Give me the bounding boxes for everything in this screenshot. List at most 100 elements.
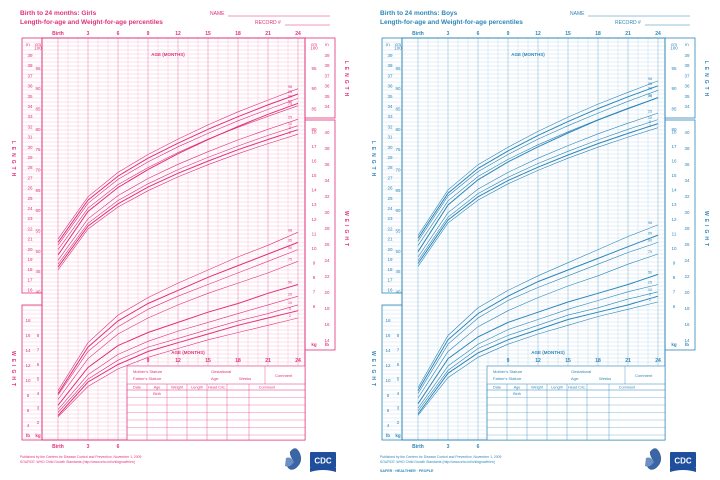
cm-tick: 55 [35,229,41,234]
side-label-length-right: LENGTH [343,61,349,100]
length-series-label: 10 [648,116,652,120]
lb-right-tick: 24 [684,258,690,263]
kg-left-tick: 2 [37,420,40,425]
inch-tick: 19 [387,257,393,262]
lower-age-tick: 18 [595,358,601,364]
form-header-length: Length [191,386,203,390]
cm-tick: 65 [395,188,401,193]
girls-growth-chart: Birth to 24 months: Girls Length-for-age … [10,10,349,472]
lb-right-tick: 30 [324,210,330,215]
top-age-axis-label: AGE (MONTHS) [511,52,545,57]
cm-tick: 80 [35,127,41,132]
cm-tick: 55 [395,229,401,234]
kg-right-tick: 9 [313,260,316,265]
lb-right-tick: 40 [684,130,690,135]
inch-right-tick: 39 [324,53,330,58]
chart-title: Birth to 24 months: Boys [380,10,458,17]
weight-series-line [417,295,659,415]
top-age-axis-label: AGE (MONTHS) [151,52,185,57]
lb-right-tick: 24 [324,258,330,263]
top-age-tick: 3 [87,31,90,37]
left-lb-scale-frame [21,304,43,441]
top-age-tick: 24 [655,31,661,37]
lb-right-tick: 16 [684,322,690,327]
form-gestational: Gestational [211,369,231,374]
bottom-age-tick: Birth [412,444,424,450]
cdc-logo-icon: CDC [670,452,696,472]
length-series-label: 2 [649,124,651,128]
inch-tick: 23 [387,216,393,221]
inch-right-tick: 35 [324,94,330,99]
kg-right-tick: 17 [311,144,317,149]
weight-series-label: 5 [289,307,291,311]
weight-series-line [57,295,299,410]
chart-subtitle: Length-for-age and Weight-for-age percen… [20,19,163,26]
kg-right-tick: 10 [671,246,677,251]
unit-cm-top: cm [35,42,41,47]
inch-tick: 19 [27,257,33,262]
inch-right-tick: 37 [324,73,330,78]
lower-age-tick: 18 [235,358,241,364]
kg-left-tick: 8 [37,333,40,338]
top-age-tick: 12 [535,31,541,37]
lower-age-tick: 12 [175,358,181,364]
form-weeks: Weeks [599,376,611,381]
cm-tick: 85 [395,107,401,112]
cdc-logo-box [310,452,336,468]
right-length-scale-frame [304,37,336,119]
inch-tick: 26 [27,186,33,191]
chart-title: Birth to 24 months: Girls [20,10,97,17]
cdc-logo-box [670,452,696,468]
side-label-weight-left: WEIGHT [10,351,16,389]
length-series-label: 5 [289,126,291,130]
lower-age-tick: 15 [205,358,211,364]
inch-tick: 18 [387,267,393,272]
lb-right-tick: 34 [684,178,690,183]
form-header-date: Date [133,386,141,390]
length-series-label: 90 [648,86,652,90]
lb-right-tick: 38 [324,146,330,151]
inch-tick: 32 [387,124,393,129]
kg-right-tick: 16 [671,159,677,164]
kg-right-tick: 13 [671,202,677,207]
lb-right-tick: 28 [324,226,330,231]
length-series-label: 50 [648,94,652,98]
length-series-line [417,97,659,252]
kg-right-tick: 12 [671,217,677,222]
kg-right-tick: 11 [312,231,317,236]
side-label-length-left: LENGTH [370,141,376,180]
form-header-date: Date [493,386,501,390]
lb-right-tick: 32 [684,194,690,199]
cm-tick: 100 [34,46,42,51]
length-series-label: 25 [288,115,292,119]
unit-lb-right: lb [685,342,689,347]
cm-tick: 60 [395,208,401,213]
length-series-label: 2 [289,130,291,134]
cdc-logo-text: CDC [314,457,332,466]
top-age-tick: 18 [235,31,241,37]
unit-cm-top: cm [395,42,401,47]
hhs-logo-shape [645,457,654,467]
cm-tick: 70 [35,168,41,173]
kg-left-tick: 3 [37,406,40,411]
side-label-weight-right: WEIGHT [343,211,349,249]
kg-right-tick: 9 [673,260,676,265]
lb-left-tick: 8 [27,393,30,398]
weight-series-line [417,284,659,409]
kg-right-tick: 8 [313,275,316,280]
top-age-tick: 3 [447,31,450,37]
inch-right-tick: 38 [324,63,330,68]
girls-growth-chart-sheet: Birth to 24 months: Girls Length-for-age … [10,10,349,472]
inch-tick: 39 [27,53,33,58]
cm-tick: 90 [395,86,401,91]
cm-tick: 75 [395,147,401,152]
inch-tick: 22 [387,226,393,231]
weight-series-label: 75 [288,257,292,261]
kg-left-tick: 5 [397,377,400,382]
kg-left-tick: 5 [37,377,40,382]
unit-cm-right: cm [671,42,677,47]
side-label-weight-right: WEIGHT [703,211,709,249]
top-age-tick: 12 [175,31,181,37]
kg-right-tick: 6 [673,304,676,309]
inch-tick: 30 [27,145,33,150]
